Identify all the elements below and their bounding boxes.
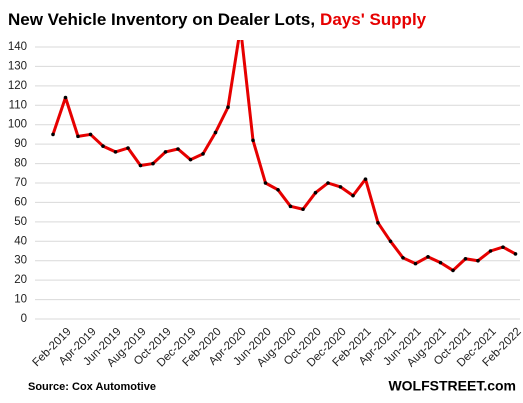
point xyxy=(401,255,405,260)
point xyxy=(313,190,318,195)
point xyxy=(426,255,430,259)
y-tick-label: 60 xyxy=(14,196,27,208)
point xyxy=(76,134,80,139)
point xyxy=(363,177,368,181)
point xyxy=(513,252,518,256)
point xyxy=(226,105,230,110)
point xyxy=(438,260,443,265)
point xyxy=(376,221,380,225)
y-tick-label: 140 xyxy=(8,41,27,53)
point xyxy=(301,207,305,212)
point xyxy=(126,146,130,150)
point xyxy=(201,152,205,156)
y-tick-label: 20 xyxy=(14,274,27,286)
y-tick-label: 100 xyxy=(8,119,27,131)
y-tick-label: 110 xyxy=(9,99,27,111)
point xyxy=(451,268,455,273)
point xyxy=(263,181,268,185)
y-tick-label: 70 xyxy=(14,177,27,189)
point xyxy=(288,204,293,209)
point xyxy=(51,132,55,137)
point xyxy=(151,161,155,166)
point xyxy=(213,130,218,135)
point xyxy=(463,256,468,261)
y-tick-label: 0 xyxy=(21,313,27,325)
point xyxy=(63,95,68,100)
y-tick-label: 120 xyxy=(8,80,27,92)
point xyxy=(176,147,180,151)
y-tick-label: 40 xyxy=(14,235,27,247)
point xyxy=(488,249,493,253)
point xyxy=(338,185,343,189)
y-tick-label: 30 xyxy=(14,255,27,267)
line xyxy=(51,40,517,272)
source: Source: Cox Automotive xyxy=(28,381,156,393)
point xyxy=(113,150,118,154)
point xyxy=(88,132,93,137)
y-tick-label: 80 xyxy=(14,158,27,170)
point xyxy=(413,261,418,266)
point xyxy=(326,181,330,185)
y-tick-label: 10 xyxy=(14,294,27,306)
title-highlight: Days' Supply xyxy=(320,10,427,29)
y-tick-label: 130 xyxy=(8,60,27,72)
point xyxy=(138,163,143,168)
point xyxy=(251,138,255,143)
credit: WOLFSTREET.com xyxy=(388,378,516,394)
point xyxy=(276,188,280,192)
y-tick-label: 50 xyxy=(14,216,27,228)
y-tick-label: 90 xyxy=(14,138,27,150)
title-main: New Vehicle Inventory on Dealer Lots, xyxy=(8,10,315,29)
point xyxy=(476,258,480,263)
plot-area xyxy=(51,40,518,273)
point xyxy=(188,157,193,162)
point xyxy=(501,245,505,249)
point xyxy=(388,239,393,244)
point xyxy=(351,193,355,198)
point xyxy=(163,150,168,154)
chart-title: New Vehicle Inventory on Dealer Lots, Day… xyxy=(8,10,427,29)
point xyxy=(101,144,105,148)
